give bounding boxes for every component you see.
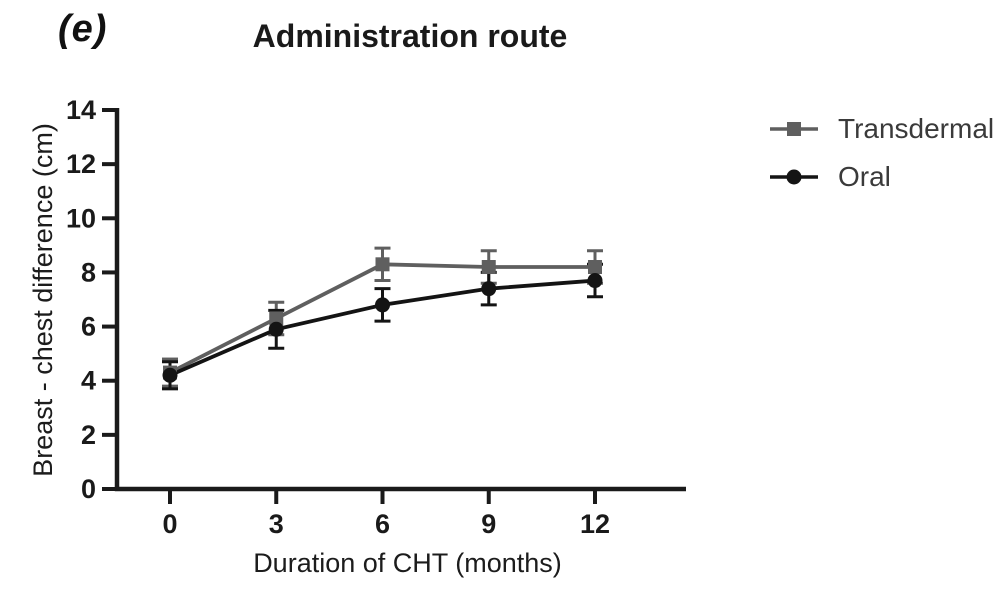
x-tick-label: 9 <box>481 509 496 539</box>
oral-legend-circle <box>786 169 802 184</box>
legend-label-transdermal: Transdermal <box>838 113 995 144</box>
y-tick-label: 4 <box>81 366 96 396</box>
panel-label: (e) <box>58 8 108 50</box>
transdermal-legend-marker-icon <box>770 121 818 136</box>
y-tick-label: 6 <box>81 312 96 342</box>
y-tick-label: 8 <box>81 257 96 287</box>
data-point-transdermal <box>588 260 603 275</box>
oral-legend-marker-icon <box>770 169 818 184</box>
legend-label-oral: Oral <box>838 161 891 192</box>
data-point-oral <box>268 321 284 337</box>
x-tick-label: 3 <box>269 509 284 539</box>
x-tick-label: 12 <box>580 509 610 539</box>
x-tick-label: 6 <box>375 509 390 539</box>
legend-item-oral: Oral <box>770 160 994 193</box>
transdermal-legend-square <box>787 121 801 136</box>
x-tick-label: 0 <box>162 509 177 539</box>
data-point-oral <box>587 273 603 289</box>
y-tick-label: 10 <box>66 203 96 233</box>
y-tick-label: 14 <box>66 95 96 125</box>
legend-item-transdermal: Transdermal <box>770 112 994 145</box>
y-tick-label: 12 <box>66 149 96 179</box>
legend: Transdermal Oral <box>770 112 994 193</box>
x-axis-label: Duration of CHT (months) <box>253 548 562 578</box>
data-point-oral <box>481 281 497 297</box>
chart-title: Administration route <box>252 18 568 54</box>
data-point-transdermal <box>481 260 496 275</box>
data-point-transdermal <box>375 257 390 272</box>
y-axis-label: Breast - chest difference (cm) <box>28 123 58 477</box>
data-point-transdermal <box>269 311 284 326</box>
data-point-oral <box>162 367 178 383</box>
data-point-oral <box>375 297 391 313</box>
y-tick-label: 0 <box>81 474 96 504</box>
y-tick-label: 2 <box>81 420 96 450</box>
